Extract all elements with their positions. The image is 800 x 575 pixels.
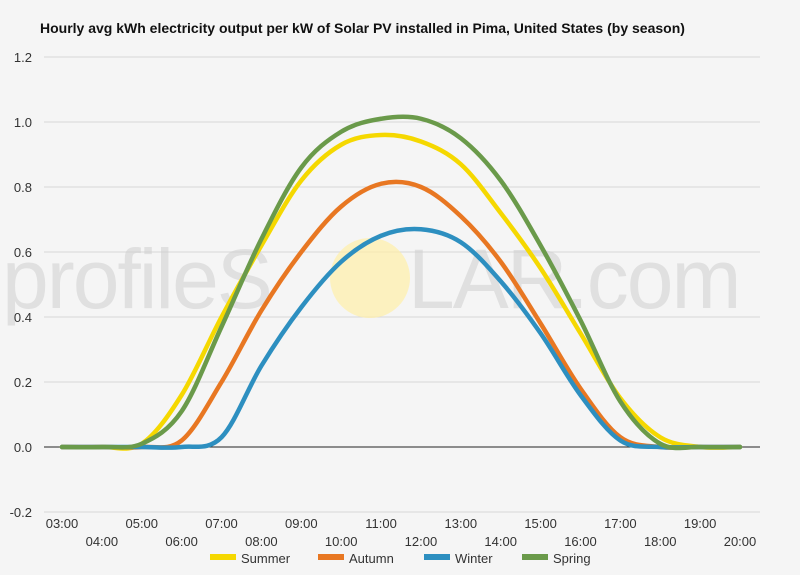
x-tick-label: 10:00 <box>325 534 358 549</box>
legend-label-winter: Winter <box>455 551 493 566</box>
legend-swatch-spring <box>522 554 548 560</box>
y-tick-label: 0.0 <box>14 440 32 455</box>
x-tick-label: 03:00 <box>46 516 79 531</box>
x-tick-label: 17:00 <box>604 516 637 531</box>
legend-swatch-summer <box>210 554 236 560</box>
y-tick-label: 0.4 <box>14 310 32 325</box>
x-tick-label: 15:00 <box>524 516 557 531</box>
x-tick-label: 09:00 <box>285 516 318 531</box>
x-tick-label: 08:00 <box>245 534 278 549</box>
legend-label-autumn: Autumn <box>349 551 394 566</box>
x-tick-label: 16:00 <box>564 534 597 549</box>
x-tick-label: 12:00 <box>405 534 438 549</box>
x-tick-label: 06:00 <box>165 534 198 549</box>
series-line-autumn <box>59 179 743 450</box>
series-line-spring <box>59 114 743 451</box>
legend-swatch-autumn <box>318 554 344 560</box>
x-tick-label: 13:00 <box>445 516 478 531</box>
x-axis-ticks: 03:00 04:00 05:00 06:00 07:00 08:00 09:00 10:00… <box>46 516 757 549</box>
watermark-sun <box>330 238 410 318</box>
watermark: profileS LAR.com <box>2 232 741 326</box>
y-axis-ticks: -0.2 0.0 0.2 0.4 0.6 0.8 1.0 1.2 <box>10 50 32 520</box>
x-tick-label: 19:00 <box>684 516 717 531</box>
x-tick-label: 05:00 <box>125 516 158 531</box>
y-tick-label: 1.0 <box>14 115 32 130</box>
y-tick-label: 1.2 <box>14 50 32 65</box>
x-tick-label: 18:00 <box>644 534 677 549</box>
x-tick-label: 11:00 <box>365 516 397 531</box>
y-tick-label: -0.2 <box>10 505 32 520</box>
series-lines <box>59 114 743 451</box>
y-tick-label: 0.2 <box>14 375 32 390</box>
x-tick-label: 07:00 <box>205 516 238 531</box>
legend: Summer Autumn Winter Spring <box>210 551 591 566</box>
y-tick-label: 0.6 <box>14 245 32 260</box>
legend-label-summer: Summer <box>241 551 291 566</box>
y-tick-label: 0.8 <box>14 180 32 195</box>
x-tick-label: 04:00 <box>86 534 119 549</box>
chart-title: Hourly avg kWh electricity output per kW… <box>40 20 685 36</box>
series-line-winter <box>59 226 743 450</box>
x-tick-label: 20:00 <box>724 534 757 549</box>
x-tick-label: 14:00 <box>484 534 517 549</box>
legend-label-spring: Spring <box>553 551 591 566</box>
legend-swatch-winter <box>424 554 450 560</box>
